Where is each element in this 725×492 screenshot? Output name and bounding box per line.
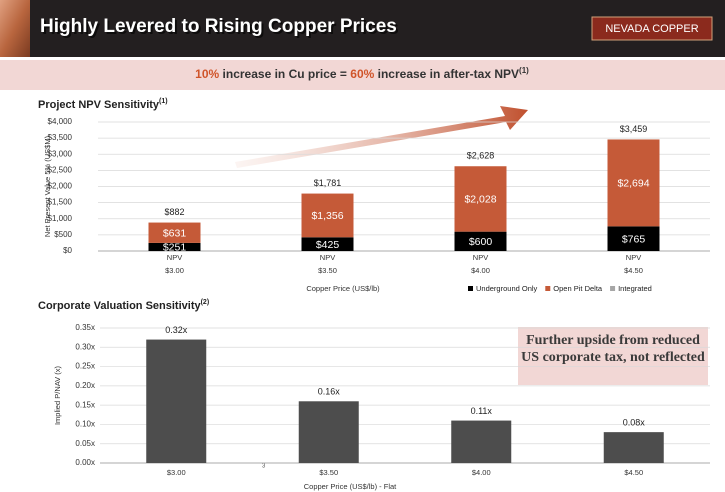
segment-label: $631 [163, 228, 187, 240]
banner-note: (1) [519, 66, 529, 75]
bar-segment [454, 166, 507, 232]
total-label: $882 [164, 207, 184, 217]
y-tick-label: $1,000 [48, 214, 73, 223]
x-tick-label: $4.50 [624, 266, 643, 275]
bar-segment [148, 242, 201, 251]
y-tick-label: 0.30x [75, 342, 95, 351]
y-axis-label: Net Present Value 5% (US$M) [43, 135, 52, 237]
y-tick-label: $4,000 [48, 117, 73, 126]
header-title-shadow: Highly Levered to Rising Copper Prices [42, 18, 399, 39]
banner-text: 10% increase in Cu price = 60% increase … [195, 66, 529, 81]
y-tick-label: 0.00x [75, 458, 95, 467]
header-title: Highly Levered to Rising Copper Prices [40, 16, 397, 37]
bar [146, 339, 207, 463]
value-label: 0.16x [318, 387, 341, 397]
y-tick-label: 0.25x [75, 362, 95, 371]
x-tick-label: $4.00 [472, 468, 491, 477]
segment-label: $251 [163, 242, 187, 254]
y-tick-label: $2,000 [48, 182, 73, 191]
x-tick-label: $3.50 [318, 266, 337, 275]
trend-arrow [235, 106, 528, 168]
chart-title-text: Corporate Valuation Sensitivity [38, 300, 201, 312]
y-tick-label: $0 [63, 246, 72, 255]
y-tick-label: 0.10x [75, 420, 95, 429]
bar-label: NPV [320, 253, 335, 262]
page-number: 3 [262, 464, 266, 470]
chart-title: Corporate Valuation Sensitivity(2) [38, 299, 209, 312]
chart-title-text: Project NPV Sensitivity [38, 99, 160, 111]
bar-label: NPV [167, 253, 182, 262]
bar-segment [301, 237, 354, 251]
value-label: 0.08x [623, 418, 646, 428]
x-tick-label: $4.00 [471, 266, 490, 275]
bar [603, 432, 664, 463]
value-label: 0.11x [471, 406, 493, 416]
y-tick-label: 0.20x [75, 381, 95, 390]
logo: NEVADA COPPER [605, 23, 698, 35]
bar-segment [607, 139, 660, 227]
callout: Further upside from reduced US corporate… [521, 333, 705, 365]
legend-label: Underground Only [476, 284, 538, 293]
total-label: $2,628 [467, 151, 495, 161]
banner-middle: increase in Cu price = [219, 67, 350, 81]
y-tick-label: $3,000 [48, 149, 73, 158]
x-tick-label: $3.00 [165, 266, 184, 275]
banner-highlight: 60% [350, 67, 374, 81]
bar-label: NPV [626, 253, 641, 262]
segment-label: $765 [622, 233, 646, 245]
x-tick-label: $3.00 [167, 468, 186, 477]
y-tick-label: $1,500 [48, 198, 73, 207]
legend-label: Integrated [618, 284, 652, 293]
bar-segment [607, 226, 660, 251]
legend-swatch [610, 286, 616, 291]
legend-swatch [545, 286, 551, 291]
total-label: $3,459 [620, 124, 648, 134]
banner-tail: increase in after-tax NPV [374, 67, 519, 81]
bar-label: NPV [473, 253, 488, 262]
callout-box [518, 327, 708, 385]
header-accent [0, 0, 30, 57]
y-axis-label: Implied P/NAV (x) [53, 365, 62, 425]
y-tick-label: $3,500 [48, 133, 73, 142]
x-tick-label: $4.50 [624, 468, 643, 477]
bar-segment [454, 231, 507, 251]
chart-title-note: (1) [159, 98, 168, 105]
x-tick-label: $3.50 [319, 468, 338, 477]
y-tick-label: 0.15x [75, 400, 95, 409]
chart-title-note: (2) [201, 299, 210, 306]
bar-segment [301, 193, 354, 238]
bar-segment [148, 222, 201, 243]
segment-label: $425 [316, 239, 340, 251]
legend-swatch [468, 286, 473, 291]
value-label: 0.32x [165, 325, 188, 335]
total-label: $1,781 [314, 178, 342, 188]
x-axis-label: Copper Price (US$/lb) - Flat [304, 482, 397, 491]
legend-label: Open Pit Delta [553, 284, 603, 293]
segment-label: $1,356 [311, 210, 343, 222]
bar [298, 401, 359, 463]
chart-title: Project NPV Sensitivity(1) [38, 98, 168, 111]
x-axis-label: Copper Price (US$/lb) [306, 284, 380, 293]
y-tick-label: $500 [54, 230, 72, 239]
callout-wrap: Further upside from reduced US corporate… [521, 333, 705, 365]
y-tick-label: $2,500 [48, 165, 73, 174]
banner-lead: 10% [195, 67, 219, 81]
y-tick-label: 0.35x [75, 323, 95, 332]
segment-label: $2,694 [617, 178, 649, 190]
segment-label: $600 [469, 236, 493, 248]
banner [0, 60, 725, 90]
bar [451, 420, 512, 463]
segment-label: $2,028 [464, 194, 496, 206]
y-tick-label: 0.05x [75, 439, 95, 448]
logo-box [591, 16, 713, 41]
